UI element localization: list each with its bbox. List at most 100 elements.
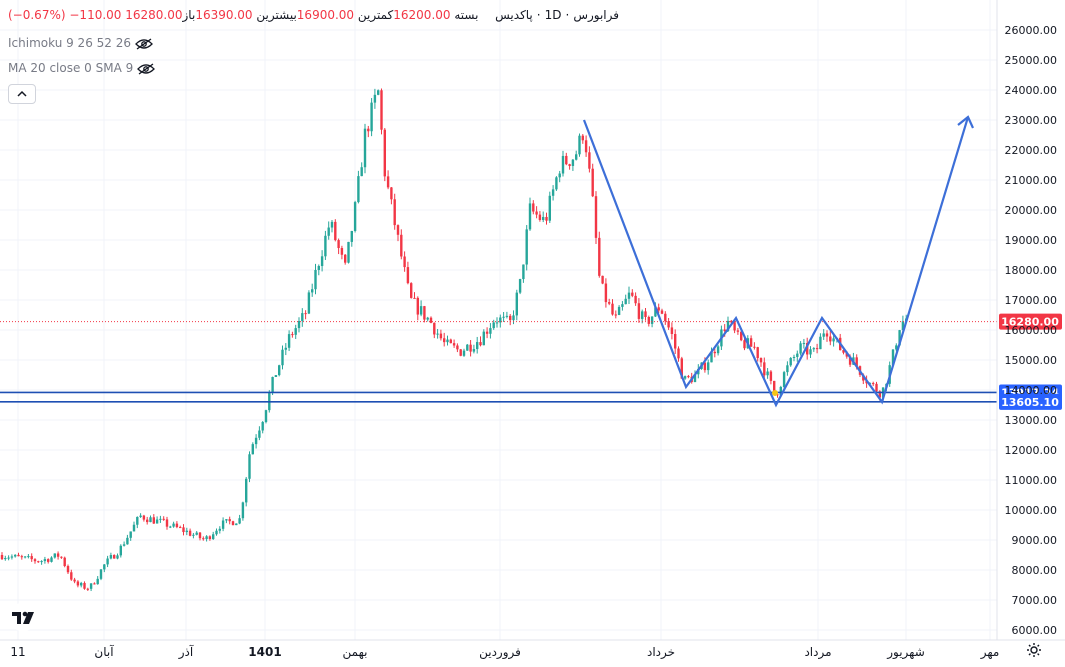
candle (842, 349, 845, 355)
open-label: باز (182, 8, 196, 22)
chevron-up-icon (17, 90, 27, 97)
candle (660, 308, 664, 315)
y-tick-label: 17000.00 (1005, 294, 1058, 307)
candle (763, 357, 766, 380)
candle (47, 558, 50, 564)
candle (542, 211, 545, 223)
candle (347, 241, 350, 264)
candle (357, 170, 360, 204)
close-label: بسته (454, 8, 479, 22)
candle (584, 135, 588, 157)
candle (621, 301, 624, 311)
candle (99, 568, 103, 581)
candle (452, 339, 456, 348)
candle (416, 296, 419, 321)
candle (466, 343, 469, 351)
x-tick-label: خرداد (647, 645, 675, 660)
candle (314, 263, 317, 295)
gear-icon[interactable] (1026, 642, 1042, 658)
candle (7, 555, 10, 561)
candle (155, 516, 159, 524)
candle (522, 264, 525, 283)
candle (502, 311, 505, 322)
candle (390, 187, 393, 205)
candle (307, 290, 311, 315)
candle (631, 289, 634, 298)
candle (304, 310, 307, 320)
candle (311, 283, 314, 297)
candle (687, 374, 690, 379)
candle (327, 221, 330, 240)
y-tick-label: 13000.00 (1005, 414, 1058, 427)
candle (159, 515, 162, 523)
candle (406, 261, 410, 285)
candle (70, 569, 73, 581)
candle (439, 329, 443, 341)
candle (301, 308, 304, 327)
candle (482, 329, 485, 346)
candle (436, 328, 439, 339)
candle (377, 89, 380, 96)
eye-off-icon[interactable] (134, 37, 153, 50)
candle (43, 556, 47, 564)
candle (875, 381, 878, 393)
candle (139, 513, 142, 518)
candle (403, 251, 406, 272)
y-tick-label: 12000.00 (1005, 444, 1058, 457)
candle (528, 197, 532, 231)
candle (667, 318, 670, 330)
candle (796, 350, 799, 362)
candle (677, 346, 680, 362)
symbol-title: پاکدیس · 1D · فرابورس (495, 8, 619, 22)
candle (360, 162, 363, 177)
indicator-row-ma[interactable]: MA 20 close 0 SMA 9 (8, 61, 156, 75)
candle (258, 426, 261, 441)
y-tick-label: 6000.00 (1012, 624, 1058, 637)
candle (809, 346, 812, 359)
x-tick-label: 11 (10, 645, 25, 659)
candle (363, 123, 367, 174)
candle (89, 583, 93, 592)
tradingview-logo-icon[interactable] (8, 603, 38, 631)
candle (733, 319, 736, 334)
candle (386, 170, 390, 190)
eye-off-icon[interactable] (137, 62, 156, 75)
candle (188, 528, 192, 537)
candle (568, 163, 571, 170)
candle (215, 528, 218, 536)
indicator-label-ichimoku: Ichimoku 9 26 52 26 (8, 36, 131, 50)
candle (872, 381, 875, 387)
candle (103, 564, 106, 573)
candle (218, 526, 221, 534)
candle (538, 211, 542, 222)
ohlc-legend: (−0.67%) −110.00 16280.00 بسته 16200.00کم… (8, 8, 478, 22)
candle (340, 245, 344, 260)
candle (759, 357, 763, 367)
candle (149, 515, 152, 523)
candle (825, 330, 829, 342)
candle (611, 299, 614, 316)
collapse-legend-button[interactable] (8, 84, 36, 104)
candle (291, 331, 294, 338)
candle (393, 193, 396, 230)
candle (33, 558, 37, 564)
candle (63, 556, 66, 568)
candle (509, 313, 512, 326)
candle (56, 551, 60, 560)
candle (707, 359, 710, 375)
candle (518, 278, 522, 295)
candle (561, 150, 565, 177)
high-label: بیشترین (256, 8, 297, 22)
candle (505, 311, 509, 319)
indicator-row-ichimoku[interactable]: Ichimoku 9 26 52 26 (8, 36, 153, 50)
candle (83, 581, 86, 590)
candle (334, 219, 337, 242)
arrow-head-icon (957, 115, 975, 129)
candle (594, 191, 598, 244)
candle (617, 305, 621, 316)
candle (370, 98, 373, 137)
candle (786, 361, 789, 376)
candle (766, 368, 769, 379)
